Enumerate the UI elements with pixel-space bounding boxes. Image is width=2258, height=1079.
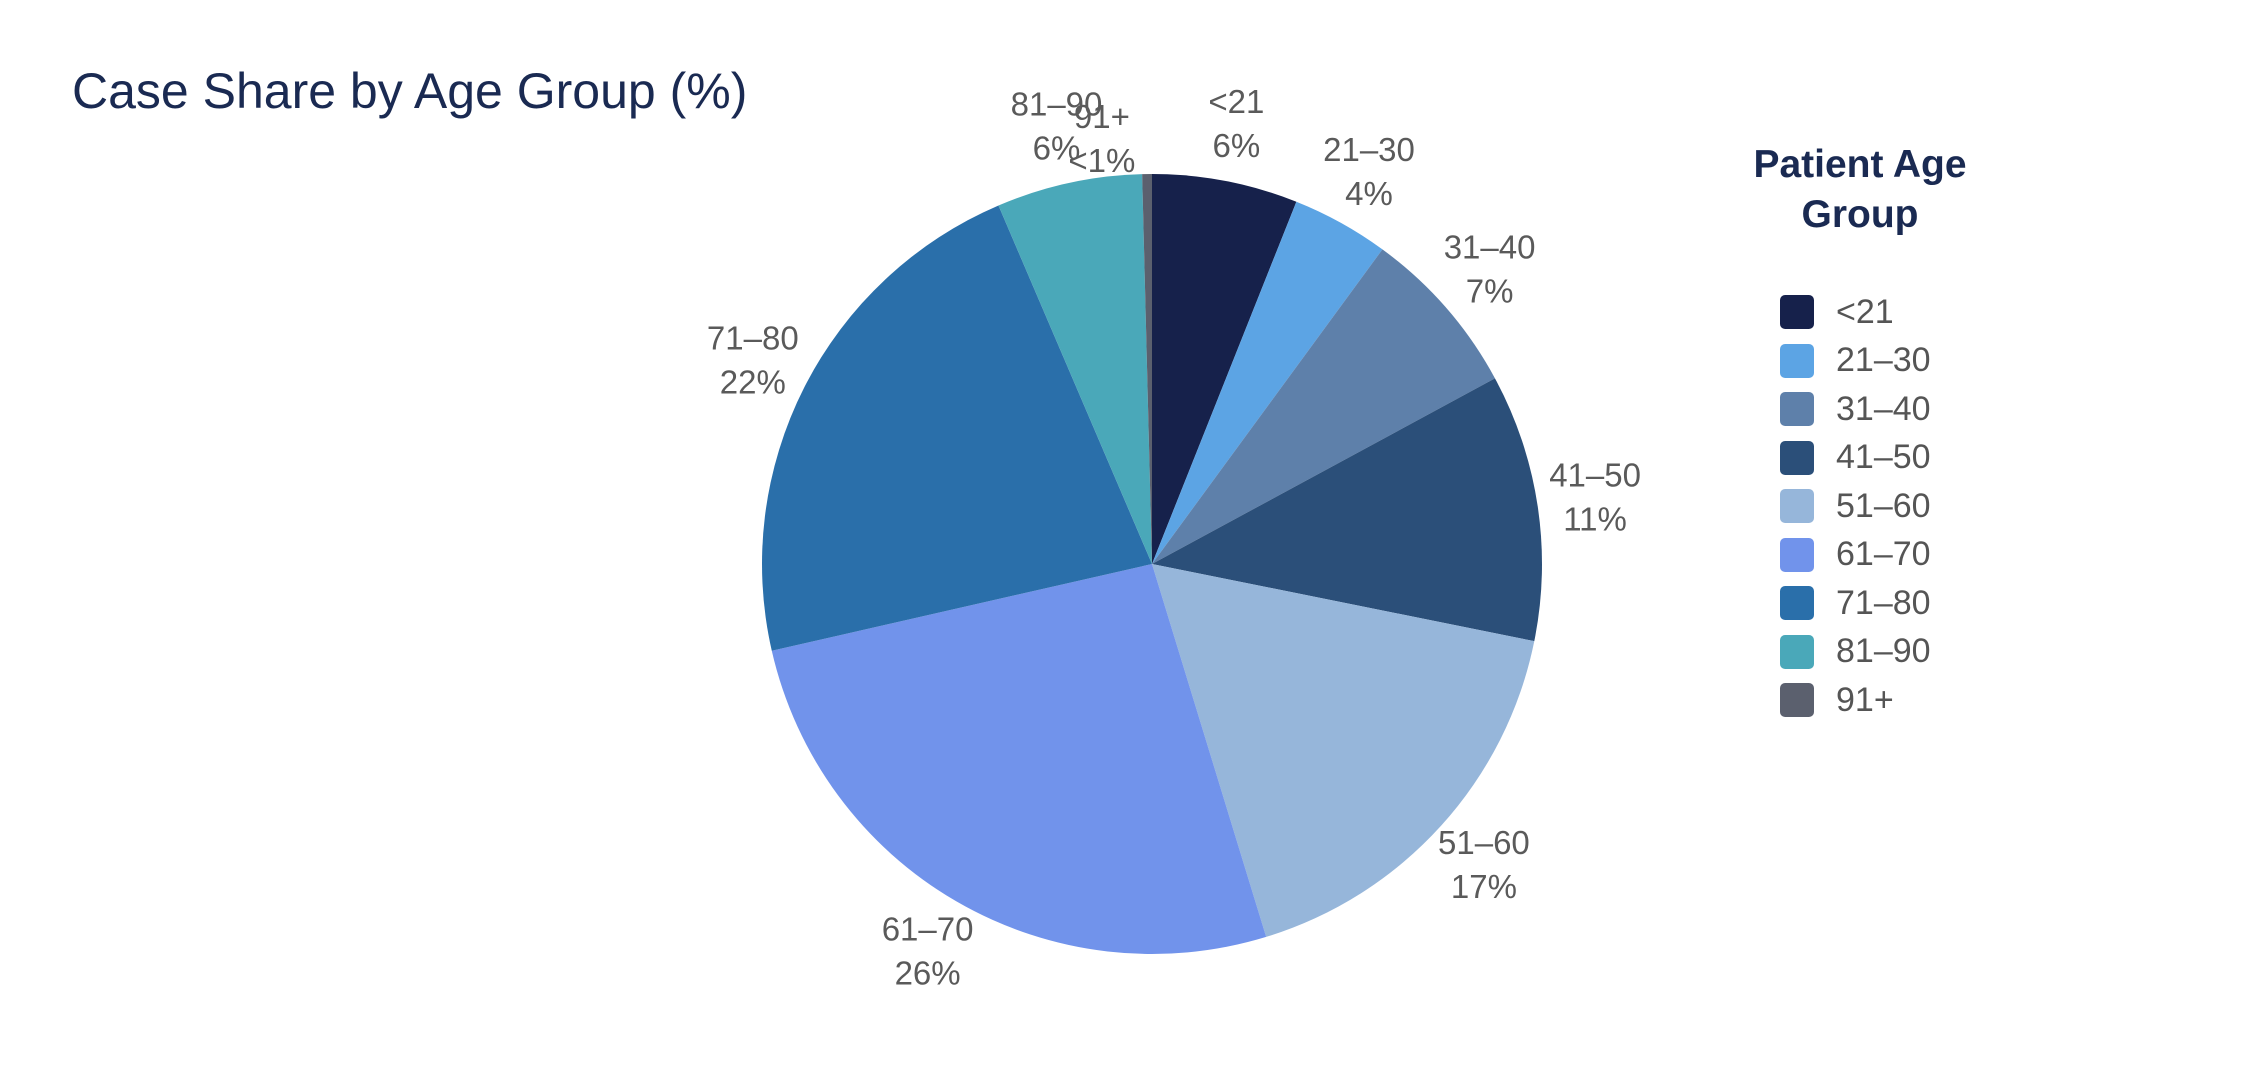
pie-slice-41-50 <box>1152 378 1542 642</box>
legend-label: 71–80 <box>1836 583 1931 622</box>
legend-swatch <box>1780 634 1814 669</box>
slice-label-91-plus: 91+ <1% <box>1068 98 1135 179</box>
slice-label-31-40: 31–40 7% <box>1444 229 1536 310</box>
legend-label: 51–60 <box>1836 486 1931 525</box>
slice-label-under-21: <21 6% <box>1208 83 1264 164</box>
legend-swatch <box>1780 343 1814 378</box>
legend-item-21-30: 21–30 <box>1780 337 2020 386</box>
slice-label-61-70: 61–70 26% <box>882 911 974 992</box>
legend-swatch <box>1780 440 1814 475</box>
slice-label-81-90: 81–90 6% <box>1011 85 1103 166</box>
legend-item-31-40: 31–40 <box>1780 385 2020 434</box>
pie-labels: <21 6% 21–30 4% 31–40 7% 41–50 11% 51–60 17% 61–70… <box>707 83 1641 992</box>
legend-label: 81–90 <box>1836 632 1931 671</box>
legend-swatch <box>1780 683 1814 718</box>
legend-item-under-21: <21 <box>1780 288 2020 337</box>
pie-slice-under-21 <box>1152 174 1297 564</box>
legend: Patient Age Group <21 21–30 31–40 41–50 51–6… <box>1700 140 2020 725</box>
pie-slice-81-90 <box>998 174 1152 564</box>
legend-label: 91+ <box>1836 680 1894 719</box>
legend-item-51-60: 51–60 <box>1780 482 2020 531</box>
pie-slice-91-plus <box>1142 173 1152 565</box>
legend-label: 21–30 <box>1836 341 1931 380</box>
legend-swatch <box>1780 537 1814 572</box>
legend-label: <21 <box>1836 292 1894 331</box>
legend-label: 41–50 <box>1836 438 1931 477</box>
pie-slice-71-80 <box>762 205 1152 651</box>
legend-item-81-90: 81–90 <box>1780 628 2020 677</box>
legend-item-71-80: 71–80 <box>1780 579 2020 628</box>
legend-swatch <box>1780 392 1814 427</box>
pie-slices <box>762 173 1542 954</box>
legend-item-41-50: 41–50 <box>1780 434 2020 483</box>
slice-label-71-80: 71–80 22% <box>707 320 799 401</box>
pie-slice-51-60 <box>1152 564 1535 937</box>
slice-label-41-50: 41–50 11% <box>1549 457 1641 538</box>
legend-label: 61–70 <box>1836 535 1931 574</box>
legend-label: 31–40 <box>1836 389 1931 428</box>
legend-item-61-70: 61–70 <box>1780 531 2020 580</box>
legend-title: Patient Age Group <box>1753 143 1967 236</box>
slice-label-51-60: 51–60 17% <box>1438 824 1530 905</box>
pie-slice-21-30 <box>1152 201 1383 564</box>
slice-label-21-30: 21–30 4% <box>1323 131 1415 212</box>
chart-title: Case Share by Age Group (%) <box>72 63 748 119</box>
legend-swatch <box>1780 586 1814 621</box>
pie-slice-31-40 <box>1152 249 1495 565</box>
legend-swatch <box>1780 295 1814 330</box>
legend-list: <21 21–30 31–40 41–50 51–60 61–70 71–80 81–90 91… <box>1780 288 2020 725</box>
pie-slice-61-70 <box>771 564 1267 954</box>
legend-swatch <box>1780 489 1814 524</box>
legend-item-91-plus: 91+ <box>1780 676 2020 725</box>
